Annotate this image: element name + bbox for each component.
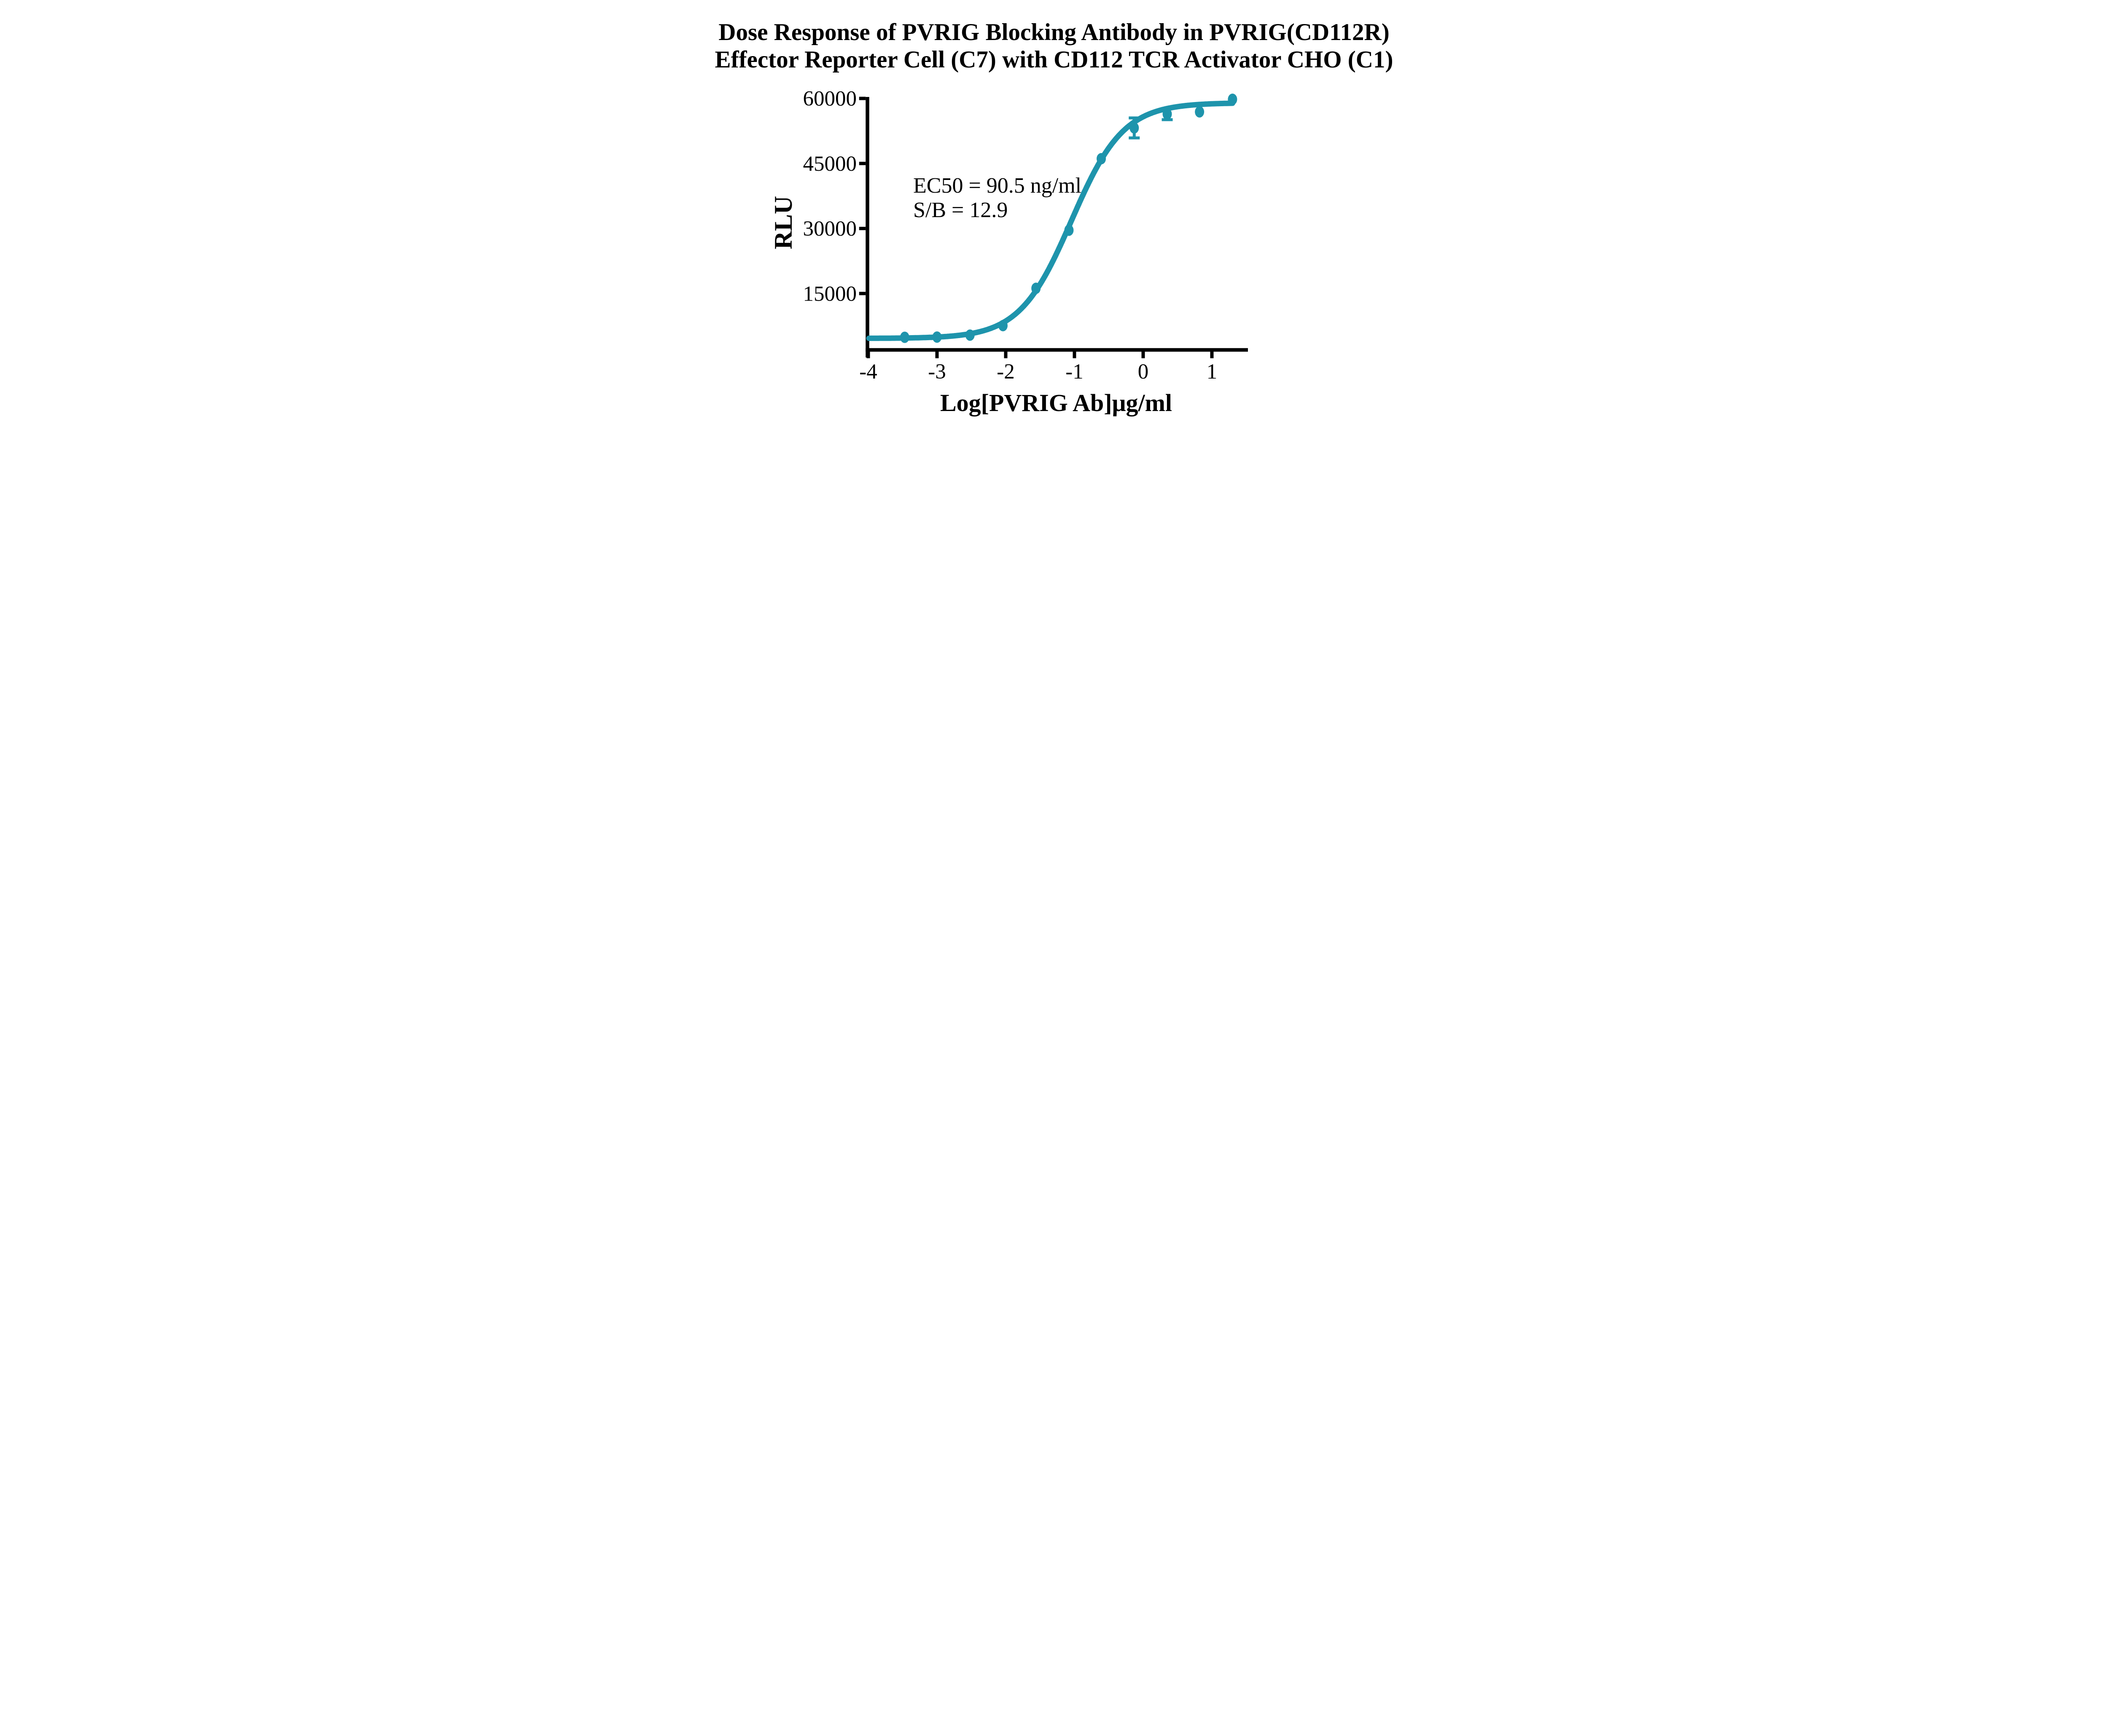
fit-curve <box>866 100 1235 341</box>
data-point <box>1162 108 1172 120</box>
y-axis-title: RLU <box>769 196 797 250</box>
y-tick-label: 60000 <box>803 87 857 111</box>
data-point <box>1228 94 1237 105</box>
signal-to-background-annotation: S/B = 12.9 <box>913 198 1008 222</box>
data-point <box>1195 106 1205 118</box>
data-point <box>900 331 909 343</box>
data-point <box>932 331 942 343</box>
data-point <box>1129 122 1139 134</box>
y-tick-label: 15000 <box>803 282 857 306</box>
y-tick-label: 30000 <box>803 217 857 241</box>
x-axis-title: Log[PVRIG Ab]μg/ml <box>940 389 1172 417</box>
chart-figure: -4 -3 -2 -1 0 1 15000 30000 45000 60000 Dose Resp… <box>683 0 1425 434</box>
x-tick-label: -4 <box>859 360 877 384</box>
y-tick-label: 45000 <box>803 152 857 176</box>
x-tick-label: -3 <box>928 360 946 384</box>
data-point <box>965 329 975 341</box>
dose-response-chart: -4 -3 -2 -1 0 1 15000 30000 45000 60000 Dose Resp… <box>715 19 1393 417</box>
data-point <box>1064 224 1074 236</box>
chart-title-line-2: Effector Reporter Cell (C7) with CD112 T… <box>715 46 1393 73</box>
chart-title-line-1: Dose Response of PVRIG Blocking Antibody… <box>718 19 1389 46</box>
x-tick-label: -2 <box>997 360 1014 384</box>
data-point <box>998 320 1008 331</box>
x-tick-label: 0 <box>1138 360 1149 384</box>
data-point <box>1031 282 1041 294</box>
data-point <box>1097 153 1106 164</box>
ec50-annotation: EC50 = 90.5 ng/ml <box>913 174 1081 198</box>
x-tick-label: 1 <box>1207 360 1218 384</box>
x-tick-label: -1 <box>1065 360 1083 384</box>
plot-area: -4 -3 -2 -1 0 1 15000 30000 45000 60000 <box>803 87 1248 384</box>
